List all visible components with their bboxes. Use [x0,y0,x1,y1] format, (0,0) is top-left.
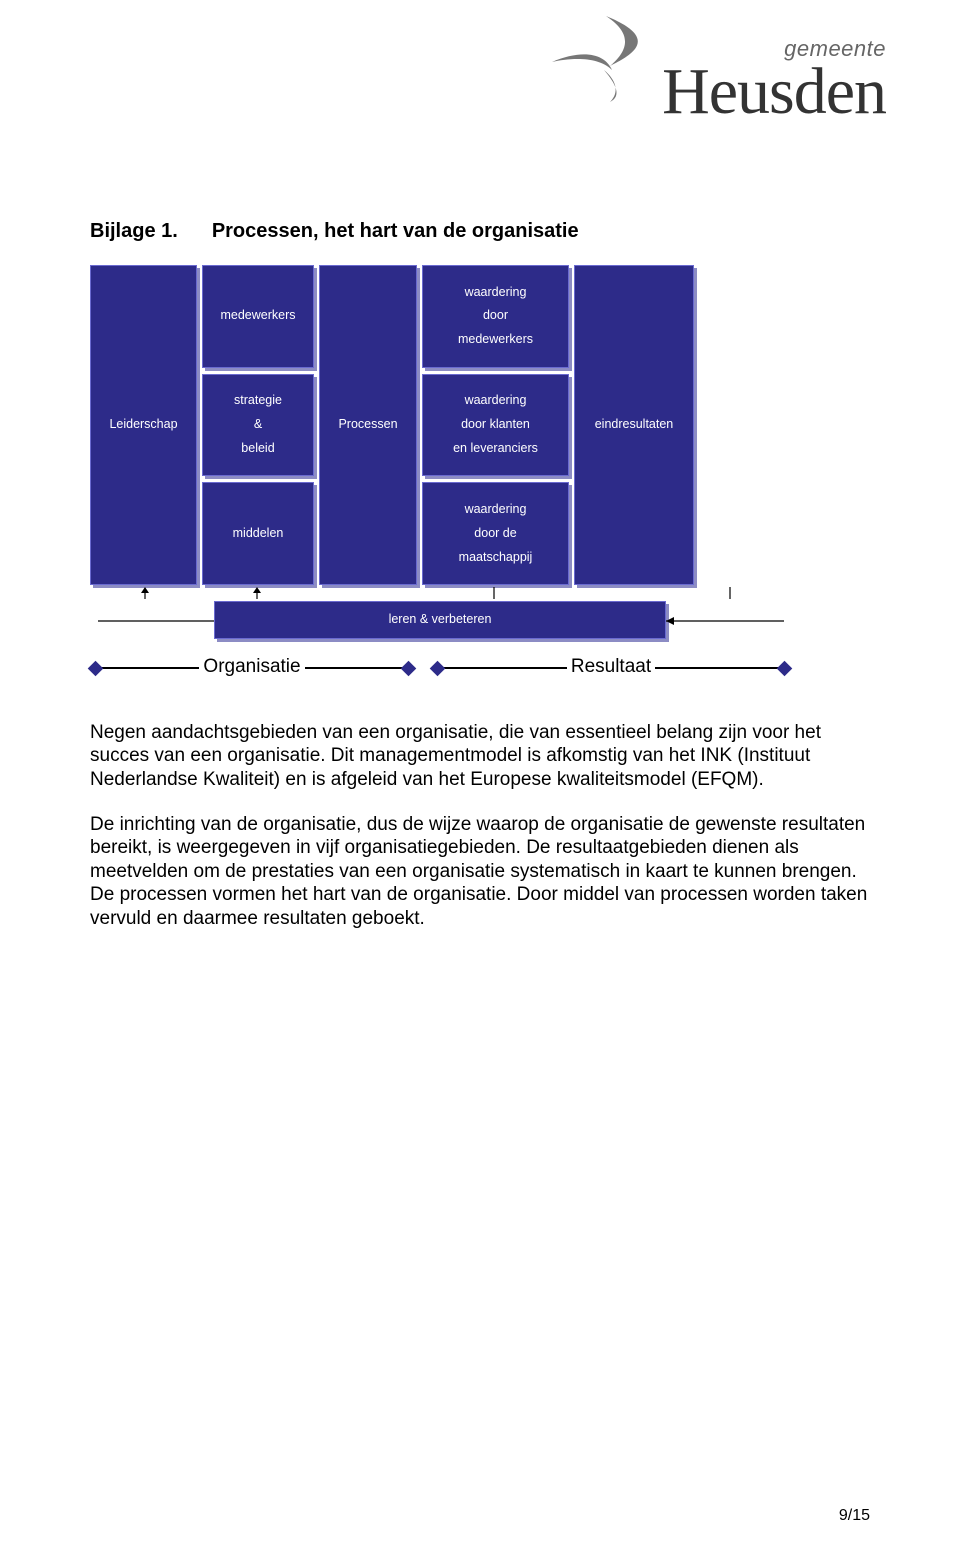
box-processen: Processen [319,265,417,585]
logo-name: Heusden [662,54,886,130]
box-medewerkers: medewerkers [202,265,314,368]
legend-resultaat: Resultaat [567,656,655,678]
page-number: 9/15 [839,1507,870,1525]
box-middelen: middelen [202,482,314,585]
paragraph-2: De inrichting van de organisatie, dus de… [90,813,870,930]
diamond-icon [777,660,793,676]
title-row: Bijlage 1. Processen, het hart van de or… [90,220,870,243]
bijlage-label: Bijlage 1. [90,220,178,243]
legend-organisatie: Organisatie [199,656,304,678]
ink-diagram: Leiderschap medewerkers strategie & bele… [90,265,790,679]
box-waardering-klanten: waardering door klanten en leveranciers [422,374,569,477]
paragraph-1: Negen aandachtsgebieden van een organisa… [90,721,870,791]
diamond-icon [430,660,446,676]
body-text: Negen aandachtsgebieden van een organisa… [90,721,870,930]
diamond-icon [88,660,104,676]
box-leren-verbeteren: leren & verbeteren [214,601,666,639]
page-subtitle: Processen, het hart van de organisatie [212,220,579,243]
box-waardering-maatschappij: waardering door de maatschappij [422,482,569,585]
box-leiderschap: Leiderschap [90,265,197,585]
logo-swoosh-icon [546,10,666,102]
feedback-connectors-icon [90,587,790,599]
box-strategie-beleid: strategie & beleid [202,374,314,477]
box-eindresultaten: eindresultaten [574,265,694,585]
org-logo: gemeente Heusden [546,24,886,154]
box-waardering-medewerkers: waardering door medewerkers [422,265,569,368]
diagram-legend: Organisatie Resultaat [90,657,790,679]
